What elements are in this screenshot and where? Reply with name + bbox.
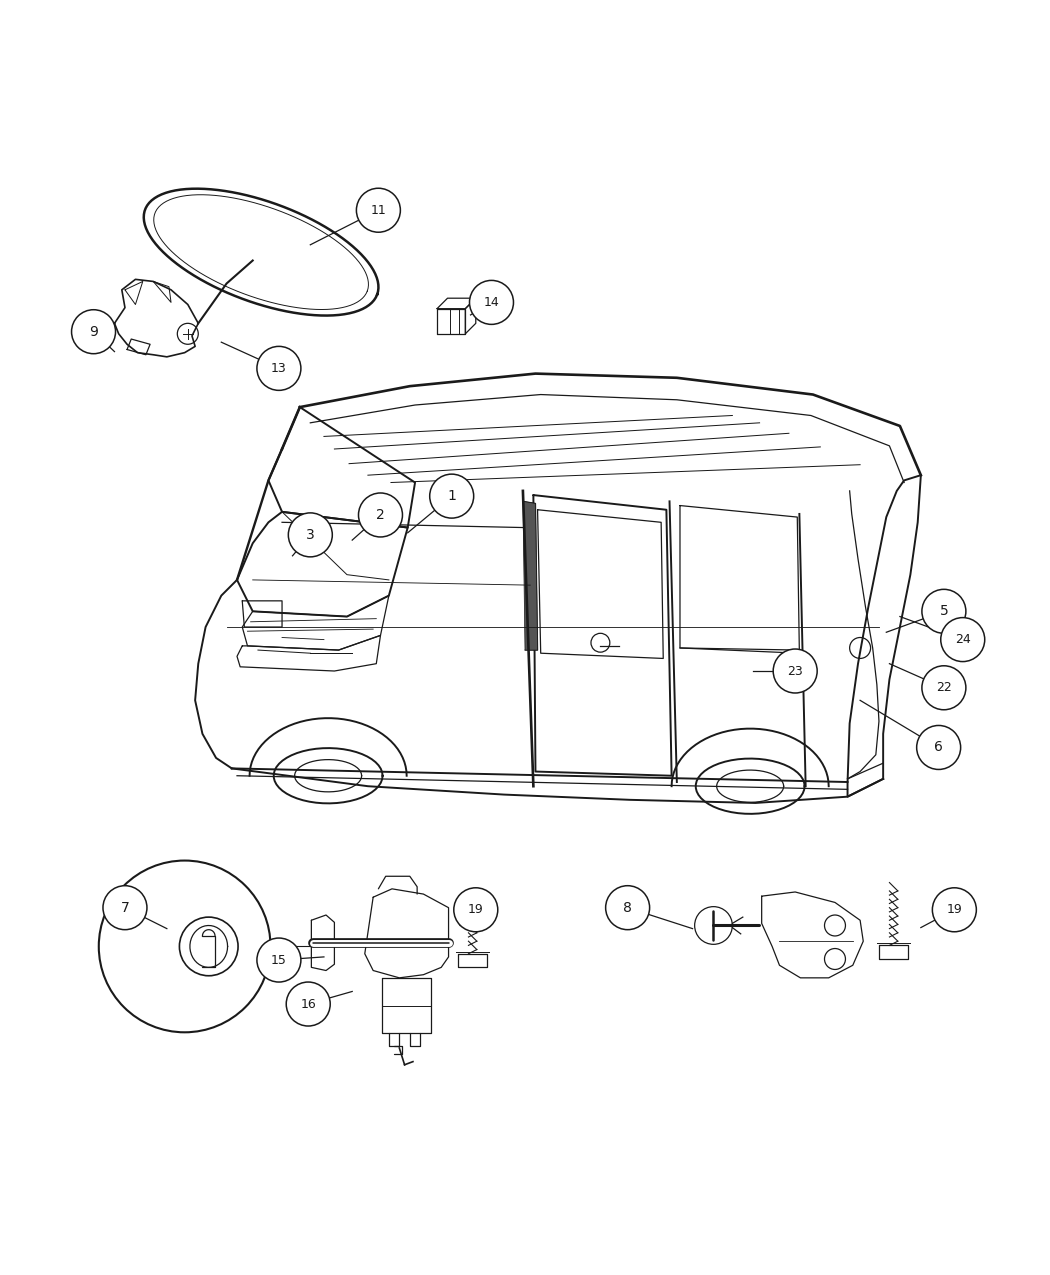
Circle shape <box>287 982 330 1026</box>
Text: 13: 13 <box>271 362 287 375</box>
Circle shape <box>773 649 817 694</box>
Circle shape <box>941 617 985 662</box>
Text: 24: 24 <box>954 634 970 646</box>
Text: 8: 8 <box>624 900 632 914</box>
Text: 19: 19 <box>468 903 484 917</box>
Circle shape <box>917 725 961 769</box>
Circle shape <box>429 474 474 518</box>
Circle shape <box>358 493 402 537</box>
Circle shape <box>932 887 976 932</box>
Text: 9: 9 <box>89 325 98 339</box>
Text: 15: 15 <box>271 954 287 966</box>
Text: 5: 5 <box>940 604 948 618</box>
Text: 11: 11 <box>371 204 386 217</box>
Text: 19: 19 <box>946 903 962 917</box>
Text: 16: 16 <box>300 997 316 1011</box>
Circle shape <box>922 666 966 710</box>
Text: 22: 22 <box>936 681 951 695</box>
Text: 6: 6 <box>934 741 943 755</box>
Polygon shape <box>523 501 538 650</box>
Text: 3: 3 <box>306 528 315 542</box>
Circle shape <box>71 310 116 353</box>
Circle shape <box>469 280 513 324</box>
Circle shape <box>289 513 332 557</box>
Circle shape <box>257 347 301 390</box>
Circle shape <box>103 886 147 929</box>
Text: 2: 2 <box>376 507 385 521</box>
Text: 1: 1 <box>447 490 456 504</box>
Text: 23: 23 <box>788 664 803 677</box>
Circle shape <box>257 938 301 982</box>
Circle shape <box>922 589 966 634</box>
Circle shape <box>606 886 650 929</box>
Circle shape <box>356 189 400 232</box>
Circle shape <box>454 887 498 932</box>
Text: 14: 14 <box>484 296 500 309</box>
Text: 7: 7 <box>121 900 129 914</box>
